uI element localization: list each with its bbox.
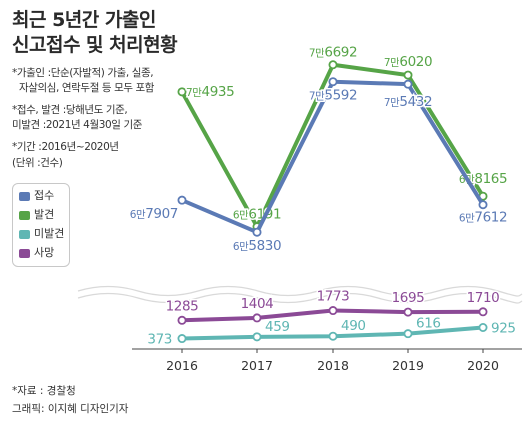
data-label-death-2016: 1285: [166, 298, 199, 314]
legend-swatch-not-found: [19, 229, 30, 239]
data-label-death-2018: 1773: [317, 289, 350, 305]
series-death: 1285 1404 1773 1695 1710: [164, 287, 501, 325]
data-point-not-found-2016: [177, 334, 187, 344]
data-label-death-2019: 1695: [392, 290, 425, 306]
legend-label-found: 발견: [34, 208, 55, 221]
data-label-received-2019: 7만5432: [384, 94, 432, 110]
data-label-not-found-2017: 459: [265, 319, 290, 335]
data-point-received-2016: [177, 195, 187, 205]
legend-label-received: 접수: [34, 189, 55, 202]
data-point-death-2017: [252, 313, 262, 323]
legend-item-death: 사망: [19, 246, 54, 260]
legend-swatch-death: [19, 248, 30, 258]
title-line-2: 신고접수 및 처리현황: [12, 34, 178, 56]
data-point-not-found-2018: [328, 331, 338, 341]
note-unit: (단위 :건수): [12, 157, 63, 169]
title-line-1: 최근 5년간 가출인: [12, 9, 156, 31]
series-not-found: 373 459 490 616 925: [146, 314, 518, 349]
series-layer: 7만49356만61917만66927만60206만81656만79076만58…: [128, 43, 518, 349]
note-period: *기간 :2016년~2020년: [12, 141, 119, 153]
axis-break-wave-upper: [77, 285, 523, 297]
x-tick-label-2018: 2018: [317, 358, 349, 373]
data-point-received-2019: [403, 79, 413, 89]
data-point-death-2018: [328, 306, 338, 316]
series-line-received: [181, 79, 485, 235]
data-label-found-2019: 7만6020: [384, 54, 432, 70]
note-basis-1: *접수, 발견 :당해년도 기준,: [12, 104, 128, 116]
data-label-not-found-2020: 925: [491, 321, 516, 337]
legend-item-received: 접수: [19, 189, 54, 203]
legend-label-death: 사망: [34, 246, 55, 259]
data-point-found-2018: [328, 60, 338, 70]
data-point-received-2020: [478, 200, 488, 210]
data-label-received-2020: 6만7612: [459, 210, 507, 226]
data-label-received-2016: 6만7907: [130, 206, 178, 222]
note-definition-1: *가출인 :단순(자발적) 가출, 실종,: [12, 67, 154, 79]
legend-item-not-found: 미발견: [19, 227, 64, 241]
data-point-received-2017: [252, 227, 262, 237]
legend-label-not-found: 미발견: [34, 227, 65, 240]
graphic-credit: 그래픽: 이지혜 디자인기자: [12, 403, 129, 415]
data-label-received-2017: 6만5830: [233, 238, 281, 254]
data-label-death-2017: 1404: [241, 296, 274, 312]
data-point-death-2020: [478, 307, 488, 317]
data-point-not-found-2020: [478, 322, 488, 332]
axis-break-wave-lower: [77, 292, 523, 304]
data-point-death-2016: [177, 315, 187, 325]
chart-legend: 접수 발견 미발견 사망: [12, 183, 70, 267]
x-tick-label-2016: 2016: [166, 358, 198, 373]
data-point-found-2016: [177, 87, 187, 97]
data-label-found-2016: 7만4935: [186, 84, 234, 100]
note-definition-2: 자살의심, 연락두절 등 모두 포함: [19, 82, 155, 94]
data-label-not-found-2019: 616: [416, 316, 441, 332]
data-label-not-found-2016: 373: [147, 332, 172, 348]
x-tick-label-2020: 2020: [467, 358, 499, 373]
series-received: 6만7907 6만5830 7만5592 7만5432 6만7612: [128, 77, 509, 256]
data-point-found-2019: [403, 70, 413, 80]
data-point-death-2019: [403, 307, 413, 317]
legend-swatch-found: [19, 210, 30, 220]
x-axis-ticks: 2016 2017 2018 2019 2020: [166, 349, 499, 373]
page-title: 최근 5년간 가출인 신고접수 및 처리현황: [12, 8, 178, 58]
data-label-found-2018: 7만6692: [309, 45, 357, 61]
data-label-received-2018: 7만5592: [309, 88, 357, 104]
source-note: *자료 : 경찰청: [12, 385, 76, 397]
data-label-found-2017: 6만6191: [233, 207, 281, 223]
note-basis-2: 미발견 :2021년 4월30일 기준: [12, 119, 142, 131]
data-label-not-found-2018: 490: [341, 318, 366, 334]
legend-swatch-received: [19, 191, 30, 201]
data-point-not-found-2017: [252, 332, 262, 342]
data-point-not-found-2019: [403, 329, 413, 339]
data-label-death-2020: 1710: [467, 290, 500, 306]
legend-item-found: 발견: [19, 208, 54, 222]
data-point-received-2018: [328, 77, 338, 87]
x-tick-label-2017: 2017: [241, 358, 273, 373]
x-tick-label-2019: 2019: [392, 358, 424, 373]
